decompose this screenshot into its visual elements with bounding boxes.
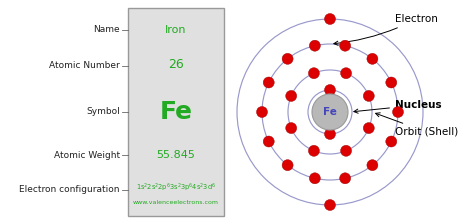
Circle shape xyxy=(340,40,351,51)
Circle shape xyxy=(325,200,336,211)
Text: Orbit (Shell): Orbit (Shell) xyxy=(375,113,458,137)
Circle shape xyxy=(282,53,293,64)
Circle shape xyxy=(341,68,352,79)
Circle shape xyxy=(363,123,374,134)
Circle shape xyxy=(386,77,397,88)
Circle shape xyxy=(310,173,320,184)
Circle shape xyxy=(363,90,374,101)
Text: 1s$^2$2s$^2$2p$^6$3s$^2$3p$^6$4s$^2$3d$^6$: 1s$^2$2s$^2$2p$^6$3s$^2$3p$^6$4s$^2$3d$^… xyxy=(136,182,216,194)
Bar xyxy=(128,8,224,216)
Circle shape xyxy=(386,136,397,147)
Text: Nucleus: Nucleus xyxy=(354,100,442,113)
Circle shape xyxy=(309,68,319,79)
Text: Name: Name xyxy=(93,26,120,34)
Text: Atomic Number: Atomic Number xyxy=(49,62,120,71)
Circle shape xyxy=(325,129,336,140)
Circle shape xyxy=(263,77,274,88)
Circle shape xyxy=(325,84,336,95)
Circle shape xyxy=(263,136,274,147)
Circle shape xyxy=(340,173,351,184)
Text: Electron configuration: Electron configuration xyxy=(19,185,120,194)
Text: www.valenceelectrons.com: www.valenceelectrons.com xyxy=(133,200,219,205)
Circle shape xyxy=(282,160,293,171)
Circle shape xyxy=(392,106,403,118)
Circle shape xyxy=(367,160,378,171)
Circle shape xyxy=(309,145,319,156)
Text: Iron: Iron xyxy=(165,25,187,35)
Circle shape xyxy=(286,123,297,134)
Circle shape xyxy=(312,94,348,130)
Circle shape xyxy=(325,13,336,24)
Circle shape xyxy=(256,106,267,118)
Circle shape xyxy=(341,145,352,156)
Text: Atomic Weight: Atomic Weight xyxy=(54,151,120,159)
Circle shape xyxy=(286,90,297,101)
Text: Fe: Fe xyxy=(159,100,192,124)
Circle shape xyxy=(367,53,378,64)
Text: 55.845: 55.845 xyxy=(156,150,195,160)
Circle shape xyxy=(310,40,320,51)
Text: Electron: Electron xyxy=(334,14,438,45)
Text: Fe: Fe xyxy=(323,107,337,117)
Text: Symbol: Symbol xyxy=(86,108,120,116)
Text: 26: 26 xyxy=(168,58,184,71)
